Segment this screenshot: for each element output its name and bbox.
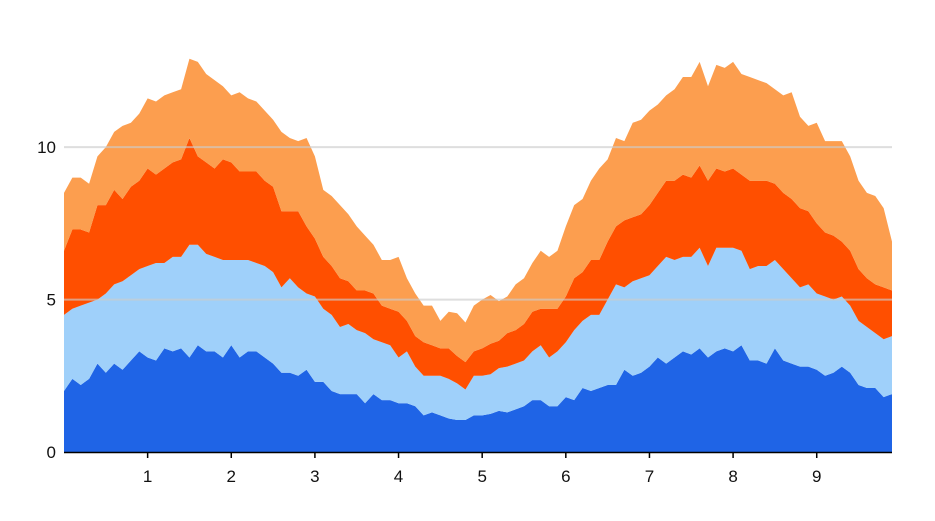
tick-labels: 1 2 3 4 5 6 7 8 9 0 5 10 <box>37 138 821 486</box>
y-tick-label: 5 <box>47 291 56 310</box>
x-tick-label: 8 <box>728 467 737 486</box>
x-tick-label: 5 <box>477 467 486 486</box>
x-tick-label: 4 <box>394 467 403 486</box>
area-series-1 <box>64 345 892 452</box>
x-tick-label: 7 <box>645 467 654 486</box>
area-series-3 <box>64 138 892 390</box>
y-tick-label: 10 <box>37 138 56 157</box>
area-layers <box>64 58 892 452</box>
x-tick-label: 9 <box>812 467 821 486</box>
x-tick-label: 2 <box>227 467 236 486</box>
x-tick-label: 1 <box>143 467 152 486</box>
axes <box>64 451 892 458</box>
x-tick-label: 3 <box>310 467 319 486</box>
y-tick-label: 0 <box>47 443 56 462</box>
area-series-4 <box>64 58 892 363</box>
x-tick-label: 6 <box>561 467 570 486</box>
gridlines <box>64 146 892 301</box>
area-series-2 <box>64 244 892 420</box>
